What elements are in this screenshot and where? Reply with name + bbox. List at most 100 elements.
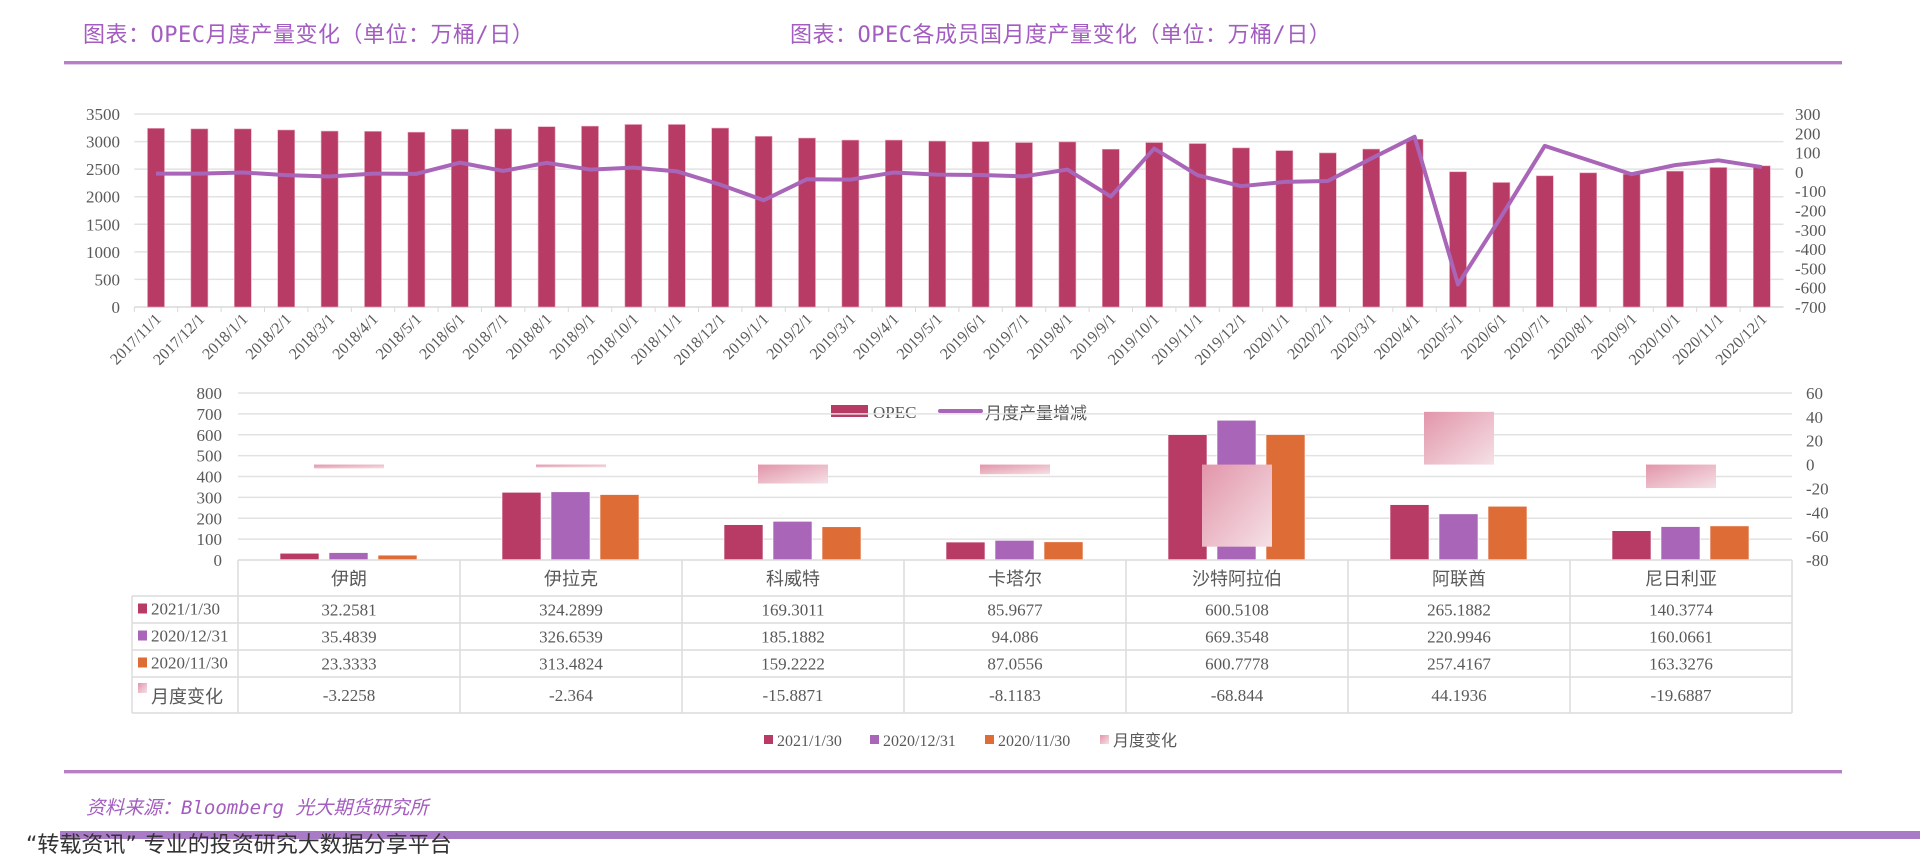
footer-banner: “转载资讯” 专业的投资研究大数据分享平台 [0, 829, 1920, 849]
opec-bar [495, 129, 512, 307]
x-axis-tick-label: 2018/3/1 [286, 311, 338, 363]
right-axis-tick-label: -100 [1795, 182, 1826, 201]
right-axis-tick-label: -300 [1795, 221, 1826, 240]
right-axis-tick-label: -60 [1806, 527, 1829, 546]
monthly-change-bar [1646, 465, 1716, 488]
legend-label: 2021/1/30 [777, 733, 842, 750]
left-axis-tick-label: 1500 [86, 215, 120, 234]
legend-label: 2020/11/30 [998, 733, 1070, 750]
right-axis-tick-label: 20 [1806, 432, 1823, 451]
table-header-country: 伊拉克 [544, 569, 598, 590]
bar-2021-1-30 [1390, 505, 1429, 560]
x-axis-tick-label: 2018/6/1 [416, 311, 468, 363]
table-header-country: 尼日利亚 [1645, 569, 1717, 590]
table-header-country: 阿联酋 [1432, 569, 1486, 590]
table-cell-value: 185.1882 [761, 628, 825, 647]
table-row-label: 2021/1/30 [151, 600, 220, 619]
opec-bar [1493, 182, 1510, 307]
legend-swatch [764, 735, 773, 744]
opec-bar [929, 141, 946, 307]
right-axis-tick-label: -500 [1795, 259, 1826, 278]
legend-swatch [985, 735, 994, 744]
bar-2020-12-31 [1439, 514, 1478, 560]
opec-bar [1536, 176, 1553, 307]
table-cell-value: 600.5108 [1205, 601, 1269, 620]
right-axis-tick-label: 40 [1806, 408, 1823, 427]
right-axis-tick-label: -20 [1806, 479, 1829, 498]
opec-bar [1580, 173, 1597, 307]
opec-bar [278, 130, 295, 307]
monthly-change-bar [1424, 412, 1494, 465]
bar-2020-12-31 [773, 521, 812, 560]
left-axis-tick-label: 700 [197, 405, 223, 424]
table-cell-value: -19.6887 [1651, 686, 1712, 705]
opec-bar [1059, 142, 1076, 307]
table-row-label: 2020/12/31 [151, 627, 228, 646]
bar-2020-11-30 [1710, 526, 1749, 560]
bar-2021-1-30 [1168, 435, 1207, 560]
opec-bar [799, 138, 816, 307]
bar-2020-11-30 [600, 495, 639, 560]
table-cell-value: 85.9677 [987, 601, 1043, 620]
bar-2021-1-30 [724, 525, 763, 560]
opec-bar [972, 142, 989, 307]
table-cell-value: 326.6539 [539, 628, 603, 647]
x-axis-tick-label: 2019/3/1 [807, 311, 859, 363]
left-axis-tick-label: 3500 [86, 105, 120, 124]
opec-bar [148, 128, 165, 307]
table-cell-value: 669.3548 [1205, 628, 1269, 647]
legend-swatch-opec [831, 405, 868, 417]
x-axis-tick-label: 2020/2/1 [1284, 311, 1336, 363]
bar-2021-1-30 [946, 542, 985, 560]
table-cell-value: -3.2258 [323, 686, 375, 705]
table-cell-value: 44.1936 [1431, 686, 1486, 705]
table-cell-value: 163.3276 [1649, 655, 1713, 674]
bar-2020-12-31 [1661, 527, 1700, 560]
table-cell-value: 23.3333 [321, 655, 376, 674]
x-axis-tick-label: 2019/2/1 [764, 311, 816, 363]
table-legend-swatch [138, 604, 147, 614]
left-axis-tick-label: 500 [95, 270, 121, 289]
opec-bar [365, 131, 382, 307]
opec-bar [712, 128, 729, 307]
right-axis-tick-label: -400 [1795, 240, 1826, 259]
bar-2021-1-30 [502, 492, 541, 560]
bar-2020-12-31 [551, 492, 590, 560]
left-axis-tick-label: 0 [112, 298, 121, 317]
x-axis-tick-label: 2020/3/1 [1328, 311, 1380, 363]
left-axis-tick-label: 400 [197, 468, 223, 487]
opec-bar [668, 124, 685, 307]
opec-bar [321, 131, 338, 307]
monthly-change-bar [1202, 465, 1272, 547]
table-cell-value: -15.8871 [763, 686, 824, 705]
source-note: 资料来源：Bloomberg 光大期货研究所 [86, 793, 428, 820]
legend-swatch [1100, 735, 1109, 744]
table-cell-value: 87.0556 [987, 655, 1042, 674]
table-header-country: 卡塔尔 [988, 569, 1042, 590]
opec-bar [1276, 151, 1293, 307]
x-axis-tick-label: 2020/5/1 [1415, 311, 1467, 363]
table-cell-value: 35.4839 [321, 628, 376, 647]
right-axis-tick-label: -40 [1806, 503, 1829, 522]
x-axis-tick-label: 2018/5/1 [373, 311, 425, 363]
x-axis-tick-label: 2018/4/1 [330, 311, 382, 363]
table-cell-value: 160.0661 [1649, 628, 1713, 647]
left-axis-tick-label: 2500 [86, 160, 120, 179]
opec-bar [1406, 139, 1423, 307]
opec-bar [1233, 148, 1250, 307]
right-axis-tick-label: 0 [1806, 456, 1815, 475]
table-cell-value: -8.1183 [989, 686, 1041, 705]
right-axis-tick-label: 200 [1795, 124, 1821, 143]
table-row-label: 2020/11/30 [151, 654, 228, 673]
x-axis-tick-label: 2020/6/1 [1458, 311, 1510, 363]
x-axis-tick-label: 2019/6/1 [937, 311, 989, 363]
monthly-change-bar [314, 465, 384, 469]
x-axis-tick-label: 2020/1/1 [1241, 311, 1293, 363]
opec-bar [1450, 172, 1467, 307]
bar-2021-1-30 [1612, 531, 1651, 560]
opec-bar [1189, 144, 1206, 307]
x-axis-tick-label: 2019/7/1 [981, 311, 1033, 363]
table-cell-value: 324.2899 [539, 601, 603, 620]
x-axis-tick-label: 2018/8/1 [503, 311, 555, 363]
